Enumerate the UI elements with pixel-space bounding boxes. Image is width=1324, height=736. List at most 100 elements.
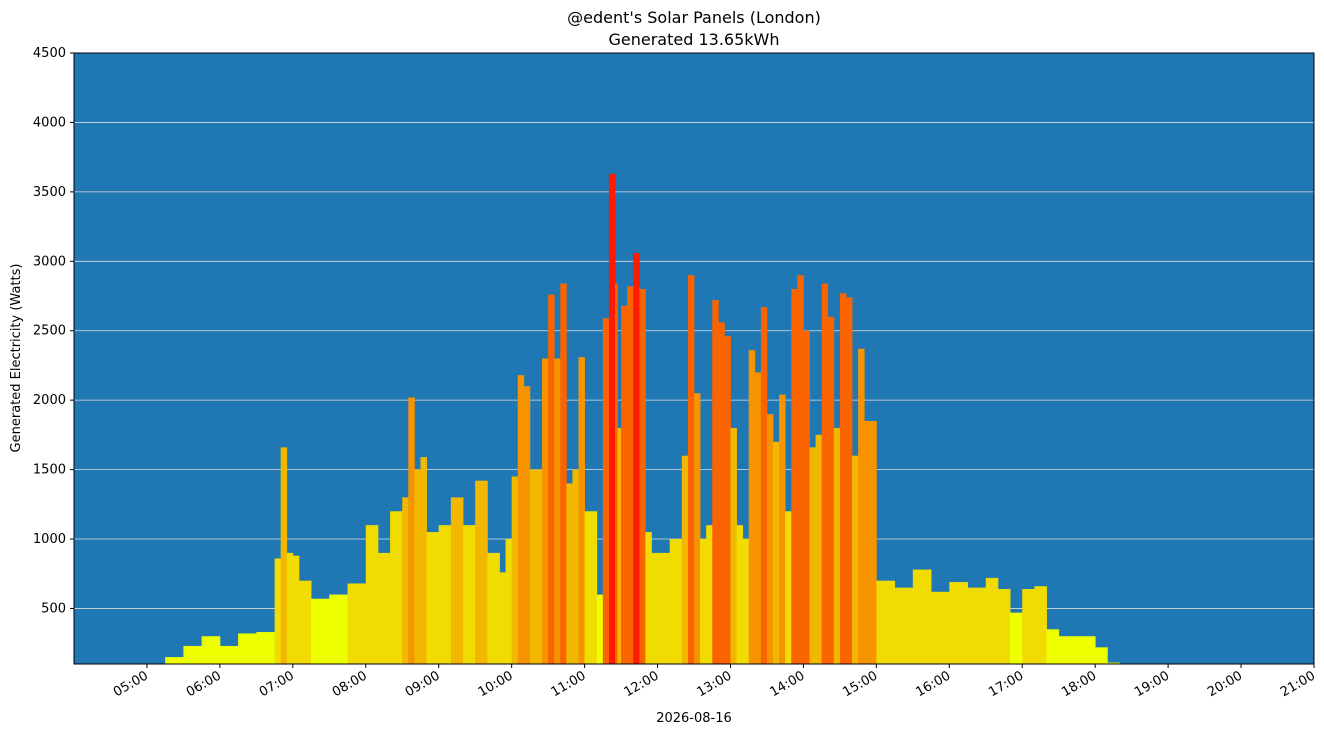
bar: [694, 393, 701, 664]
bar: [967, 587, 987, 664]
bar: [298, 580, 312, 664]
y-tick-label: 1500: [33, 463, 66, 478]
bar: [1022, 589, 1035, 664]
bar: [876, 580, 895, 664]
bar: [639, 289, 646, 664]
bar: [602, 318, 610, 664]
bar: [645, 532, 652, 664]
chart-subtitle: Generated 13.65kWh: [609, 30, 780, 49]
y-tick-label: 4500: [33, 46, 66, 61]
x-tick-label: 14:00: [767, 668, 807, 700]
bar: [821, 283, 829, 664]
x-tick-label: 12:00: [622, 668, 662, 700]
bar: [651, 552, 658, 664]
bar: [614, 283, 618, 664]
bar: [681, 455, 689, 664]
bar: [894, 587, 914, 664]
y-tick-label: 2000: [33, 393, 66, 408]
bar: [1107, 662, 1120, 664]
bar: [858, 348, 865, 664]
bar: [608, 173, 616, 664]
bar: [912, 569, 932, 664]
bar: [785, 511, 792, 664]
bar: [791, 289, 798, 664]
bar: [596, 594, 604, 664]
bar: [219, 645, 239, 664]
bar: [542, 358, 549, 664]
chart-title: @edent's Solar Panels (London): [567, 8, 821, 27]
bar: [377, 552, 391, 664]
bar: [1058, 636, 1078, 664]
bar: [617, 427, 622, 664]
bar: [238, 633, 257, 664]
bar: [535, 469, 543, 664]
bar: [408, 397, 415, 664]
bar: [985, 577, 999, 664]
bar: [724, 336, 731, 664]
bar: [754, 372, 762, 664]
y-tick-label: 4000: [33, 115, 66, 130]
bar: [621, 305, 628, 664]
bar: [742, 539, 750, 664]
x-axis-ticks: 05:00 06:00 07:00 08:00 09:00 10:00 11:00 12:00…: [111, 664, 1318, 700]
bar: [997, 589, 1011, 664]
bar: [809, 447, 816, 664]
bar: [633, 252, 640, 665]
y-tick-label: 500: [41, 601, 66, 616]
bar: [864, 420, 877, 664]
bar: [402, 497, 409, 664]
x-tick-label: 13:00: [695, 668, 735, 700]
x-tick-label: 19:00: [1132, 668, 1172, 700]
bar: [803, 330, 810, 664]
bar: [706, 525, 713, 664]
bar: [712, 300, 719, 664]
bar: [365, 525, 379, 664]
x-tick-label: 11:00: [549, 668, 589, 700]
x-tick-label: 20:00: [1205, 668, 1245, 700]
bar: [1034, 586, 1047, 664]
bar: [499, 572, 506, 664]
x-tick-label: 05:00: [111, 668, 151, 700]
bar: [584, 511, 598, 664]
bar: [833, 427, 841, 664]
bar: [760, 307, 768, 664]
bar: [286, 552, 294, 664]
bar: [517, 375, 525, 664]
bar: [839, 293, 847, 664]
bar: [1010, 612, 1023, 664]
bar: [475, 480, 488, 664]
bar: [815, 434, 823, 664]
x-tick-label: 06:00: [184, 668, 224, 700]
x-tick-label: 09:00: [403, 668, 443, 700]
x-axis-label: 2026-08-16: [656, 711, 732, 726]
bar: [779, 394, 786, 664]
bar: [347, 583, 367, 664]
bar: [450, 497, 464, 664]
y-axis-ticks: 500 1000 1500 2000 2500 3000 3500 4000 4500: [33, 46, 74, 616]
bar: [1095, 647, 1108, 664]
y-axis-label: Generated Electricity (Watts): [9, 264, 24, 453]
bar: [511, 476, 519, 664]
bar: [438, 525, 452, 664]
x-tick-label: 16:00: [913, 668, 953, 700]
x-tick-label: 15:00: [840, 668, 880, 700]
bar: [183, 645, 203, 664]
bar: [718, 322, 725, 664]
y-tick-label: 1000: [33, 532, 66, 547]
bar: [426, 532, 440, 664]
bar: [1076, 636, 1096, 664]
bar: [420, 457, 427, 664]
bar: [292, 555, 300, 664]
bar: [773, 441, 780, 664]
bar: [554, 358, 561, 664]
bar: [627, 286, 634, 664]
x-tick-label: 08:00: [330, 668, 370, 700]
bar: [280, 447, 288, 664]
plot-frame: [73, 52, 1315, 665]
bar: [700, 539, 707, 664]
bar: [852, 455, 859, 664]
bar: [827, 316, 835, 664]
y-tick-label: 3000: [33, 254, 66, 269]
bar: [578, 357, 585, 664]
